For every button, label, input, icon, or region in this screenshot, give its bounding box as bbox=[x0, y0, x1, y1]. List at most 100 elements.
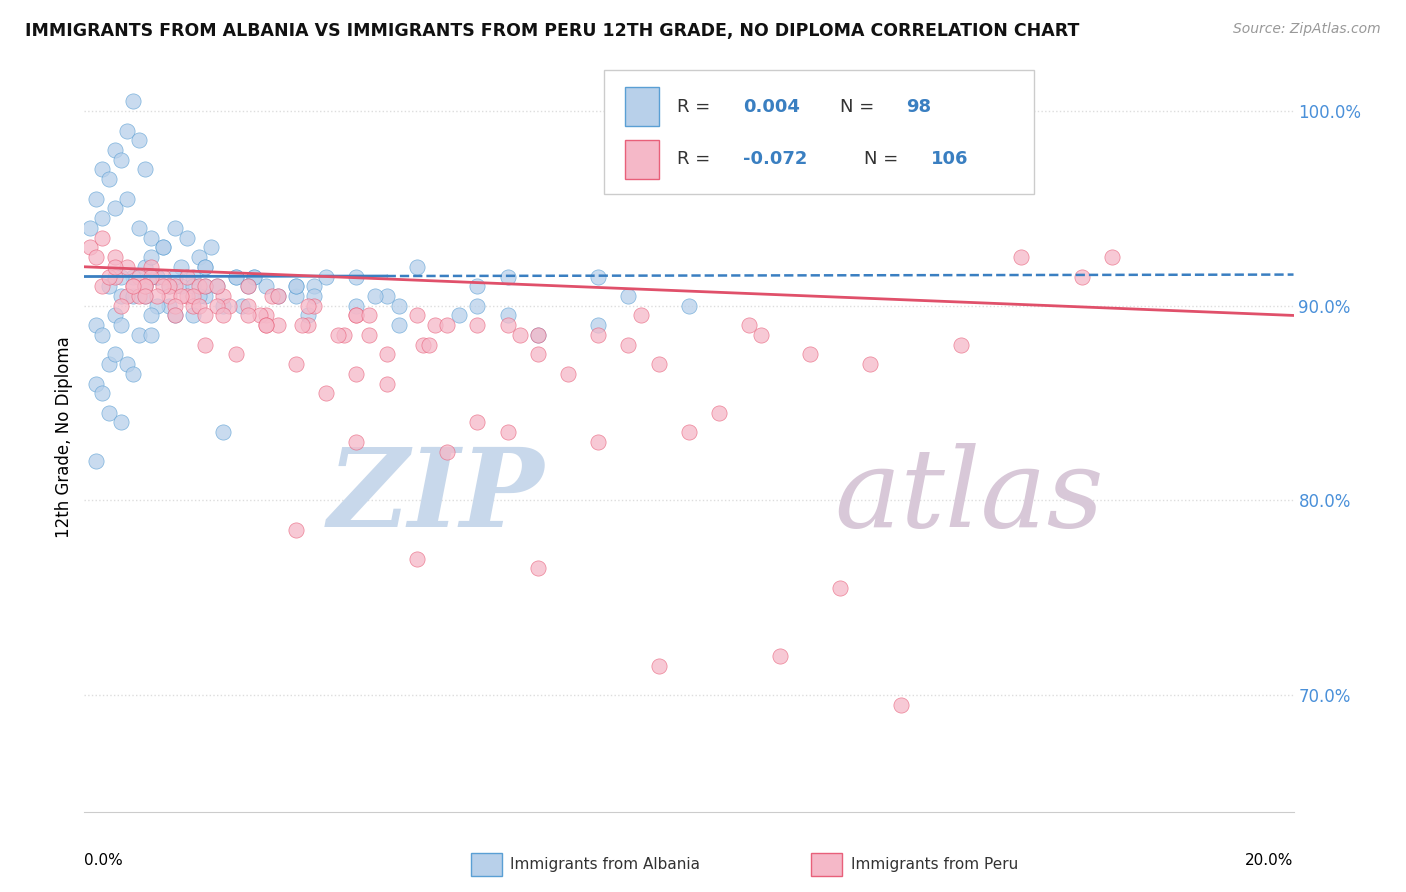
Point bbox=[157, 289, 180, 303]
Y-axis label: 12th Grade, No Diploma: 12th Grade, No Diploma bbox=[55, 336, 73, 538]
Point bbox=[134, 279, 156, 293]
Text: 106: 106 bbox=[931, 150, 969, 168]
Point bbox=[260, 289, 283, 303]
Point bbox=[346, 269, 368, 284]
Point bbox=[212, 425, 235, 440]
Point bbox=[285, 279, 308, 293]
Point bbox=[146, 269, 169, 284]
Point bbox=[170, 279, 193, 293]
Point bbox=[315, 386, 337, 401]
Point bbox=[188, 289, 211, 303]
Point bbox=[181, 309, 204, 323]
Point bbox=[1071, 269, 1094, 284]
Point bbox=[104, 309, 127, 323]
Point bbox=[128, 220, 150, 235]
Point bbox=[86, 318, 108, 333]
Point bbox=[104, 250, 127, 264]
Point bbox=[121, 269, 143, 284]
Point bbox=[496, 269, 519, 284]
Point bbox=[128, 133, 150, 147]
Point bbox=[115, 357, 138, 371]
Point bbox=[375, 347, 398, 361]
Point bbox=[165, 279, 187, 293]
Point bbox=[678, 299, 700, 313]
Point bbox=[134, 289, 156, 303]
Point bbox=[375, 376, 398, 391]
Point bbox=[617, 289, 640, 303]
Point bbox=[648, 357, 671, 371]
Point bbox=[194, 260, 217, 274]
Point bbox=[134, 279, 156, 293]
Point bbox=[333, 327, 356, 342]
Point bbox=[97, 357, 120, 371]
Text: ZIP: ZIP bbox=[328, 443, 544, 550]
Point bbox=[423, 318, 446, 333]
Point bbox=[231, 299, 253, 313]
Text: N =: N = bbox=[865, 150, 904, 168]
Point bbox=[176, 230, 198, 244]
Point bbox=[181, 279, 204, 293]
Point bbox=[267, 289, 290, 303]
Bar bbox=[624, 87, 659, 126]
Point bbox=[388, 299, 411, 313]
Text: R =: R = bbox=[676, 150, 716, 168]
Point bbox=[165, 299, 187, 313]
Point bbox=[236, 279, 259, 293]
Point bbox=[225, 347, 247, 361]
Point bbox=[588, 318, 610, 333]
Point bbox=[188, 299, 211, 313]
Point bbox=[617, 337, 640, 351]
Point bbox=[181, 269, 204, 284]
Point bbox=[496, 425, 519, 440]
Point bbox=[110, 299, 132, 313]
Point bbox=[157, 279, 180, 293]
Text: 20.0%: 20.0% bbox=[1246, 853, 1294, 868]
Point bbox=[236, 299, 259, 313]
Point bbox=[297, 318, 319, 333]
Point bbox=[267, 289, 290, 303]
Point bbox=[121, 367, 143, 381]
Point bbox=[467, 318, 489, 333]
Point bbox=[467, 299, 489, 313]
Text: N =: N = bbox=[841, 97, 880, 116]
Point bbox=[165, 309, 187, 323]
Point bbox=[134, 162, 156, 177]
Point bbox=[110, 269, 132, 284]
Point bbox=[830, 581, 852, 595]
Point bbox=[194, 289, 217, 303]
Point bbox=[139, 269, 162, 284]
Point bbox=[678, 425, 700, 440]
Point bbox=[176, 289, 198, 303]
Point bbox=[110, 289, 132, 303]
Point bbox=[110, 318, 132, 333]
Point bbox=[449, 309, 471, 323]
Point bbox=[346, 299, 368, 313]
Point bbox=[302, 289, 325, 303]
Point bbox=[194, 279, 217, 293]
Point bbox=[527, 561, 550, 575]
Point bbox=[188, 279, 211, 293]
Point bbox=[388, 318, 411, 333]
Point bbox=[406, 309, 429, 323]
Point bbox=[242, 269, 264, 284]
Point bbox=[254, 309, 277, 323]
Point bbox=[859, 357, 882, 371]
Point bbox=[170, 260, 193, 274]
Point bbox=[375, 289, 398, 303]
Point bbox=[86, 376, 108, 391]
Point bbox=[152, 240, 174, 254]
Point bbox=[769, 648, 792, 663]
Point bbox=[104, 347, 127, 361]
Point bbox=[115, 289, 138, 303]
Point bbox=[418, 337, 440, 351]
Point bbox=[218, 299, 240, 313]
Point bbox=[527, 327, 550, 342]
Point bbox=[152, 279, 174, 293]
Point bbox=[436, 318, 458, 333]
Point bbox=[115, 260, 138, 274]
Point bbox=[254, 279, 277, 293]
Point bbox=[91, 386, 114, 401]
Point bbox=[207, 279, 229, 293]
Point bbox=[146, 299, 169, 313]
Point bbox=[86, 250, 108, 264]
